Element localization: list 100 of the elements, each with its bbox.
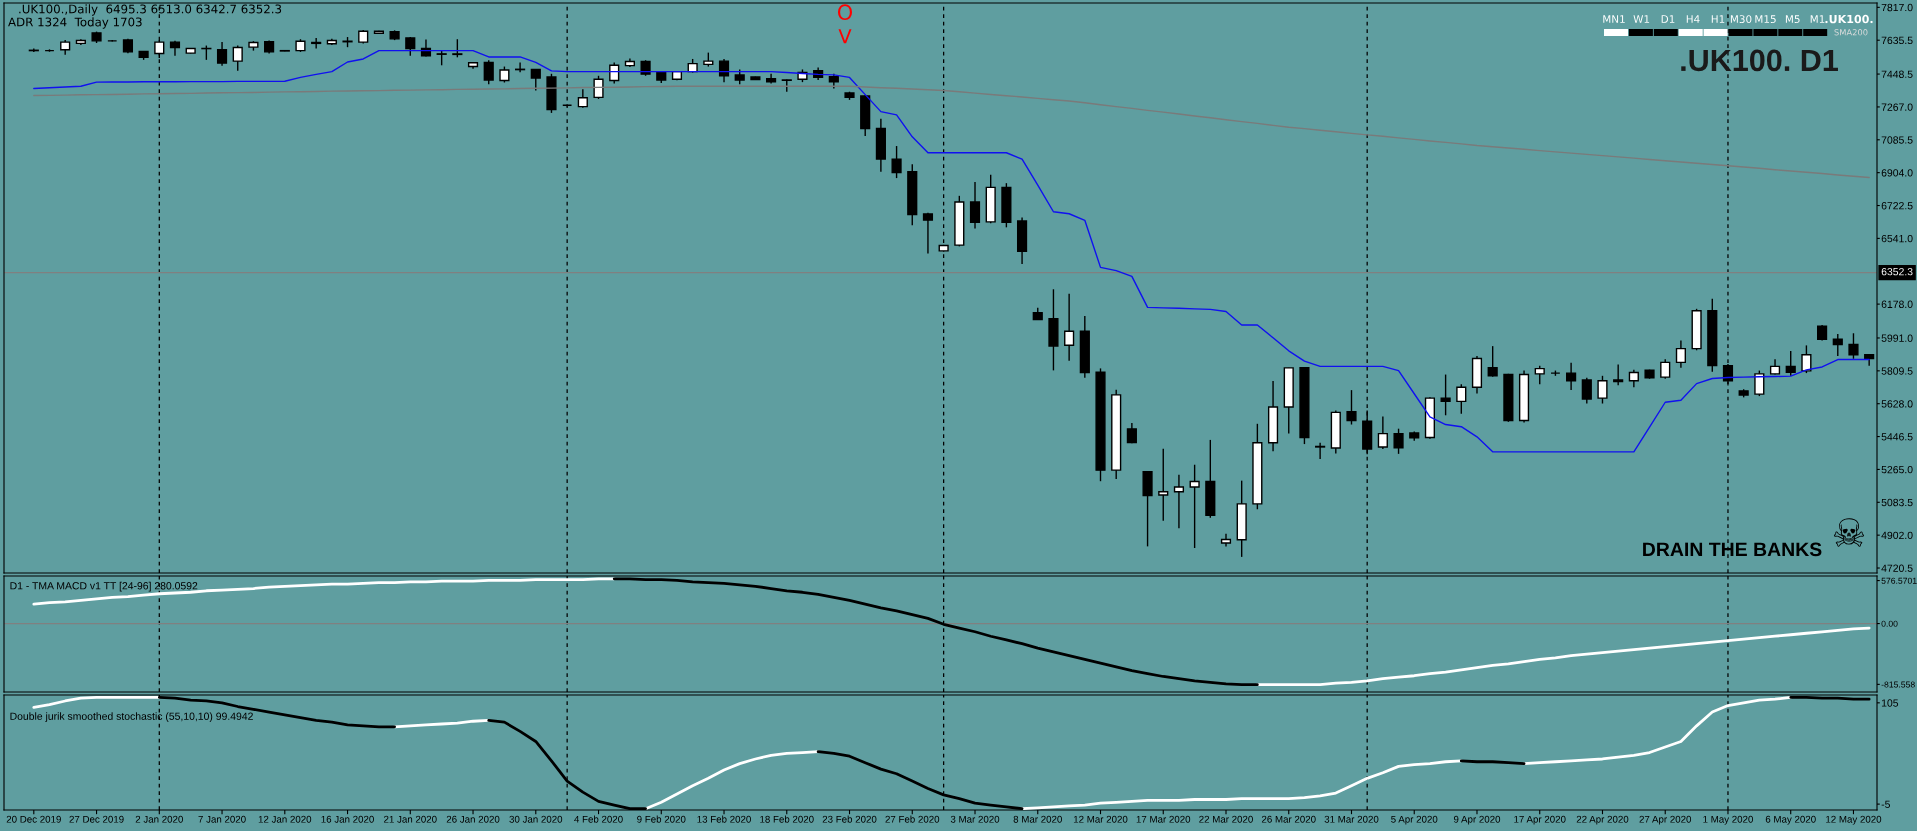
candlestick (1613, 363, 1624, 386)
y-tick-label: 4902.0 (1881, 531, 1913, 540)
x-tick-label: 8 Mar 2020 (1013, 815, 1062, 823)
candlestick (452, 38, 463, 59)
annotation: DRAIN THE BANKS (1643, 542, 1822, 557)
candlestick (1456, 383, 1467, 415)
candlestick (1315, 442, 1326, 460)
annotation: ☠ (1833, 518, 1865, 547)
candlestick (609, 61, 620, 85)
candlestick (405, 36, 416, 57)
y-tick-label: 7085.5 (1881, 136, 1913, 144)
annotation: H4 (1686, 15, 1700, 23)
x-tick-label: 9 Feb 2020 (637, 815, 686, 823)
annotation: M15 (1755, 15, 1776, 24)
candlestick (1393, 427, 1404, 455)
y-tick-label: 5446.5 (1881, 433, 1913, 441)
candlestick (1848, 332, 1859, 360)
candlestick (1377, 415, 1388, 450)
x-tick-label: 2 Jan 2020 (135, 815, 183, 823)
y-tick-label: 5628.0 (1881, 400, 1913, 408)
x-tick-label: 4 Feb 2020 (574, 815, 623, 823)
x-tick-label: 30 Jan 2020 (509, 815, 563, 823)
x-tick-label: 23 Feb 2020 (822, 815, 877, 823)
y-tick-label: -815.558 (1881, 681, 1915, 688)
x-tick-label: 12 May 2020 (1826, 815, 1882, 825)
candlestick (1142, 471, 1153, 548)
x-tick-label: 13 Feb 2020 (697, 815, 751, 823)
candlestick (1832, 333, 1843, 357)
annotation: M1 (1810, 15, 1825, 23)
y-tick-label: 6722.5 (1881, 202, 1913, 210)
candlestick (577, 88, 588, 109)
x-tick-label: 27 Feb 2020 (885, 815, 940, 823)
candlestick (1785, 350, 1796, 377)
candlestick (1158, 448, 1169, 522)
x-tick-label: 26 Mar 2020 (1261, 815, 1316, 823)
x-tick-label: 7 Jan 2020 (198, 815, 246, 823)
candlestick (1173, 474, 1185, 529)
x-tick-label: 27 Dec 2019 (69, 815, 124, 823)
ref-line-label: 6352.3 (1881, 267, 1913, 276)
x-tick-label: 22 Apr 2020 (1576, 815, 1629, 825)
annotation: O (837, 4, 853, 21)
x-tick-label: 9 Apr 2020 (1453, 815, 1501, 825)
x-tick-label: 12 Mar 2020 (1073, 815, 1128, 823)
x-tick-label: 22 Mar 2020 (1199, 815, 1253, 823)
candlestick (718, 58, 730, 83)
x-tick-label: 3 Mar 2020 (950, 815, 1000, 823)
annotation: ADR 1324 Today 1703 (8, 17, 142, 29)
y-tick-label: 6904.0 (1881, 169, 1913, 177)
y-tick-label: 5265.0 (1881, 465, 1913, 474)
x-tick-label: 5 Apr 2020 (1391, 815, 1438, 825)
text: D1 - TMA MACD v1 TT [24-96] 280.0592 (10, 581, 198, 592)
candlestick (1440, 373, 1451, 416)
candlestick (1346, 389, 1357, 426)
annotation: MN1 (1603, 15, 1625, 23)
x-tick-label: 16 Jan 2020 (321, 815, 374, 823)
candlestick (530, 68, 541, 92)
y-tick-label: 105 (1881, 699, 1899, 707)
x-tick-label: 27 Apr 2020 (1639, 815, 1692, 825)
candlestick (1064, 293, 1075, 362)
annotation: W1 (1633, 15, 1650, 23)
candlestick (891, 145, 902, 179)
y-tick-label: 7448.5 (1881, 70, 1913, 78)
y-tick-label: 7267.0 (1881, 103, 1913, 111)
y-tick-label: 5083.5 (1881, 498, 1913, 507)
y-tick-label: 4720.5 (1881, 564, 1913, 572)
x-tick-label: 17 Apr 2020 (1514, 815, 1566, 825)
x-tick-label: 21 Jan 2020 (384, 815, 437, 823)
x-tick-label: 20 Dec 2019 (6, 815, 61, 823)
annotation: .UK100. D1 (1681, 49, 1838, 72)
candlestick (1675, 339, 1687, 369)
candlestick (311, 37, 322, 50)
candlestick (1597, 375, 1608, 405)
x-tick-label: 17 Mar 2020 (1136, 815, 1191, 823)
annotation: H1 (1711, 15, 1725, 23)
candlestick (1487, 345, 1498, 378)
annotation: .UK100.,Daily 6495.3 6513.0 6342.7 6352.3 (19, 4, 282, 16)
y-tick-label: 7817.0 (1881, 3, 1913, 12)
y-tick-label: 5809.5 (1881, 367, 1913, 375)
y-tick-label: 0.00 (1881, 620, 1898, 627)
candlestick (1581, 377, 1592, 405)
x-tick-label: 18 Feb 2020 (760, 815, 814, 823)
candlestick (922, 211, 934, 255)
candlestick (1801, 344, 1812, 374)
x-tick-label: 31 Mar 2020 (1324, 815, 1379, 823)
y-tick-label: 5991.0 (1881, 334, 1913, 342)
annotation: SMA200 (1834, 29, 1868, 36)
candlestick (1722, 363, 1734, 385)
y-tick-label: 6178.0 (1881, 300, 1913, 308)
x-tick-label: 26 Jan 2020 (446, 815, 500, 823)
annotation: .UK100. (1825, 14, 1873, 24)
annotation: M30 (1730, 15, 1752, 24)
y-tick-label: -5 (1881, 800, 1890, 808)
candlestick (1660, 358, 1671, 380)
text: Double jurik smoothed stochastic (55,10,10) 99.4942 (10, 712, 253, 722)
candlestick (1754, 369, 1765, 397)
x-tick-label: 12 Jan 2020 (258, 815, 312, 823)
candlestick (1566, 362, 1577, 391)
candlestick (483, 59, 494, 85)
candlestick (1534, 364, 1545, 386)
x-tick-label: 6 May 2020 (1765, 815, 1816, 825)
